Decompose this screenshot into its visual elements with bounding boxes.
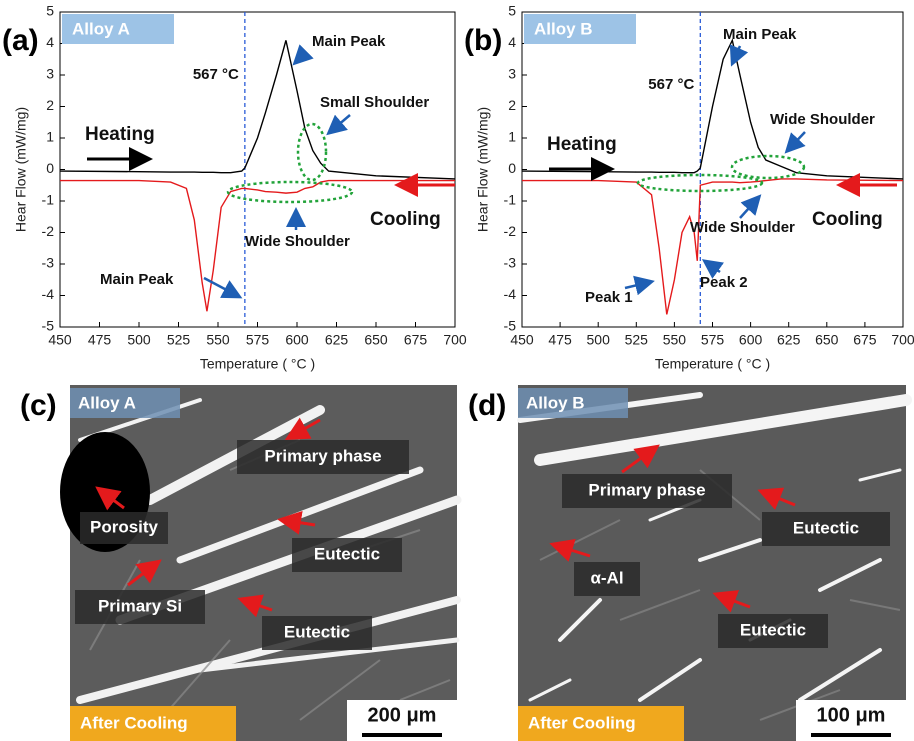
y-tick-label: 4 (508, 34, 516, 50)
y-tick-label: -4 (504, 286, 517, 302)
y-tick-label: 2 (46, 97, 54, 113)
x-tick-label: 500 (587, 332, 611, 348)
highlight-ellipse (732, 156, 804, 178)
micrograph-annotation: α-Al (590, 568, 623, 587)
scale-label: 100 μm (817, 704, 886, 726)
series-label: Heating (85, 124, 155, 145)
x-tick-label: 550 (206, 332, 230, 348)
y-tick-label: -3 (42, 255, 55, 271)
micrograph-annotation: Eutectic (793, 518, 859, 537)
panel-label: (c) (20, 389, 57, 422)
annotation-arrow (330, 115, 350, 132)
y-tick-label: 5 (508, 3, 516, 19)
condition-label: After Cooling (528, 713, 636, 732)
annotation: Main Peak (723, 26, 797, 43)
x-tick-label: 450 (48, 332, 72, 348)
figure: 450475500525550575600625650675700-5-4-3-… (0, 0, 914, 741)
y-tick-label: -4 (42, 286, 55, 302)
micrograph-annotation: Primary phase (588, 480, 705, 499)
panel-label: (a) (2, 24, 39, 57)
annotation: Peak 2 (700, 274, 748, 291)
x-tick-label: 650 (815, 332, 839, 348)
annotation-arrow (740, 198, 758, 218)
x-tick-label: 475 (548, 332, 572, 348)
panel-label: (b) (464, 24, 502, 57)
annotation-arrow (788, 132, 805, 150)
y-tick-label: -3 (504, 255, 517, 271)
series-label: Cooling (370, 209, 441, 230)
annotation: Wide Shoulder (690, 219, 795, 236)
x-axis-title: Temperature ( °C ) (655, 356, 770, 372)
micrograph-annotation: Eutectic (314, 544, 380, 563)
y-tick-label: 3 (46, 66, 54, 82)
micrograph-annotation: Primary phase (264, 446, 381, 465)
annotation-arrow (706, 262, 720, 272)
y-tick-label: -1 (504, 192, 517, 208)
badge-label: Alloy A (78, 393, 136, 412)
y-tick-label: 0 (508, 160, 516, 176)
y-tick-label: 5 (46, 3, 54, 19)
badge-label: Alloy A (72, 19, 130, 38)
x-tick-label: 450 (510, 332, 534, 348)
annotation: Small Shoulder (320, 94, 429, 111)
y-tick-label: -2 (42, 223, 55, 239)
annotation: Main Peak (100, 271, 174, 288)
x-tick-label: 625 (777, 332, 801, 348)
x-tick-label: 525 (625, 332, 649, 348)
micrograph-annotation: Porosity (90, 517, 159, 536)
annotation: Main Peak (312, 33, 386, 50)
series-line (522, 179, 903, 314)
series-line (522, 40, 903, 179)
y-tick-label: -1 (42, 192, 55, 208)
reference-label: 567 °C (193, 66, 239, 83)
x-tick-label: 675 (853, 332, 877, 348)
x-tick-label: 650 (364, 332, 388, 348)
micrograph-annotation: Primary Si (98, 596, 182, 615)
series-label: Heating (547, 134, 617, 155)
x-tick-label: 525 (167, 332, 191, 348)
y-tick-label: 1 (508, 129, 516, 145)
y-axis-title: Hear Flow (mW/mg) (475, 107, 491, 232)
y-tick-label: 2 (508, 97, 516, 113)
y-tick-label: 1 (46, 129, 54, 145)
x-tick-label: 550 (663, 332, 687, 348)
y-tick-label: 3 (508, 66, 516, 82)
scale-label: 200 μm (368, 704, 437, 726)
x-tick-label: 600 (285, 332, 309, 348)
annotation: Wide Shoulder (770, 111, 875, 128)
highlight-ellipse (298, 124, 326, 180)
annotation-arrow (296, 52, 306, 62)
x-tick-label: 575 (246, 332, 270, 348)
highlight-ellipse (228, 182, 352, 202)
y-axis-title: Hear Flow (mW/mg) (13, 107, 29, 232)
badge-label: Alloy B (526, 393, 585, 412)
x-tick-label: 625 (325, 332, 349, 348)
reference-label: 567 °C (648, 76, 694, 93)
annotation: Wide Shoulder (245, 233, 350, 250)
x-tick-label: 500 (127, 332, 151, 348)
badge-label: Alloy B (534, 19, 593, 38)
y-tick-label: -5 (504, 318, 517, 334)
y-tick-label: -2 (504, 223, 517, 239)
series-label: Cooling (812, 209, 883, 230)
condition-label: After Cooling (80, 713, 188, 732)
micrograph-annotation: Eutectic (740, 620, 806, 639)
panel-label: (d) (468, 389, 506, 422)
annotation: Peak 1 (585, 289, 633, 306)
y-tick-label: 0 (46, 160, 54, 176)
x-tick-label: 700 (891, 332, 914, 348)
x-tick-label: 700 (443, 332, 467, 348)
x-tick-label: 575 (701, 332, 725, 348)
y-tick-label: -5 (42, 318, 55, 334)
x-tick-label: 675 (404, 332, 428, 348)
x-tick-label: 600 (739, 332, 763, 348)
x-tick-label: 475 (88, 332, 112, 348)
y-tick-label: 4 (46, 34, 54, 50)
x-axis-title: Temperature ( °C ) (200, 356, 315, 372)
micrograph-annotation: Eutectic (284, 622, 350, 641)
annotation-arrow (625, 282, 650, 288)
